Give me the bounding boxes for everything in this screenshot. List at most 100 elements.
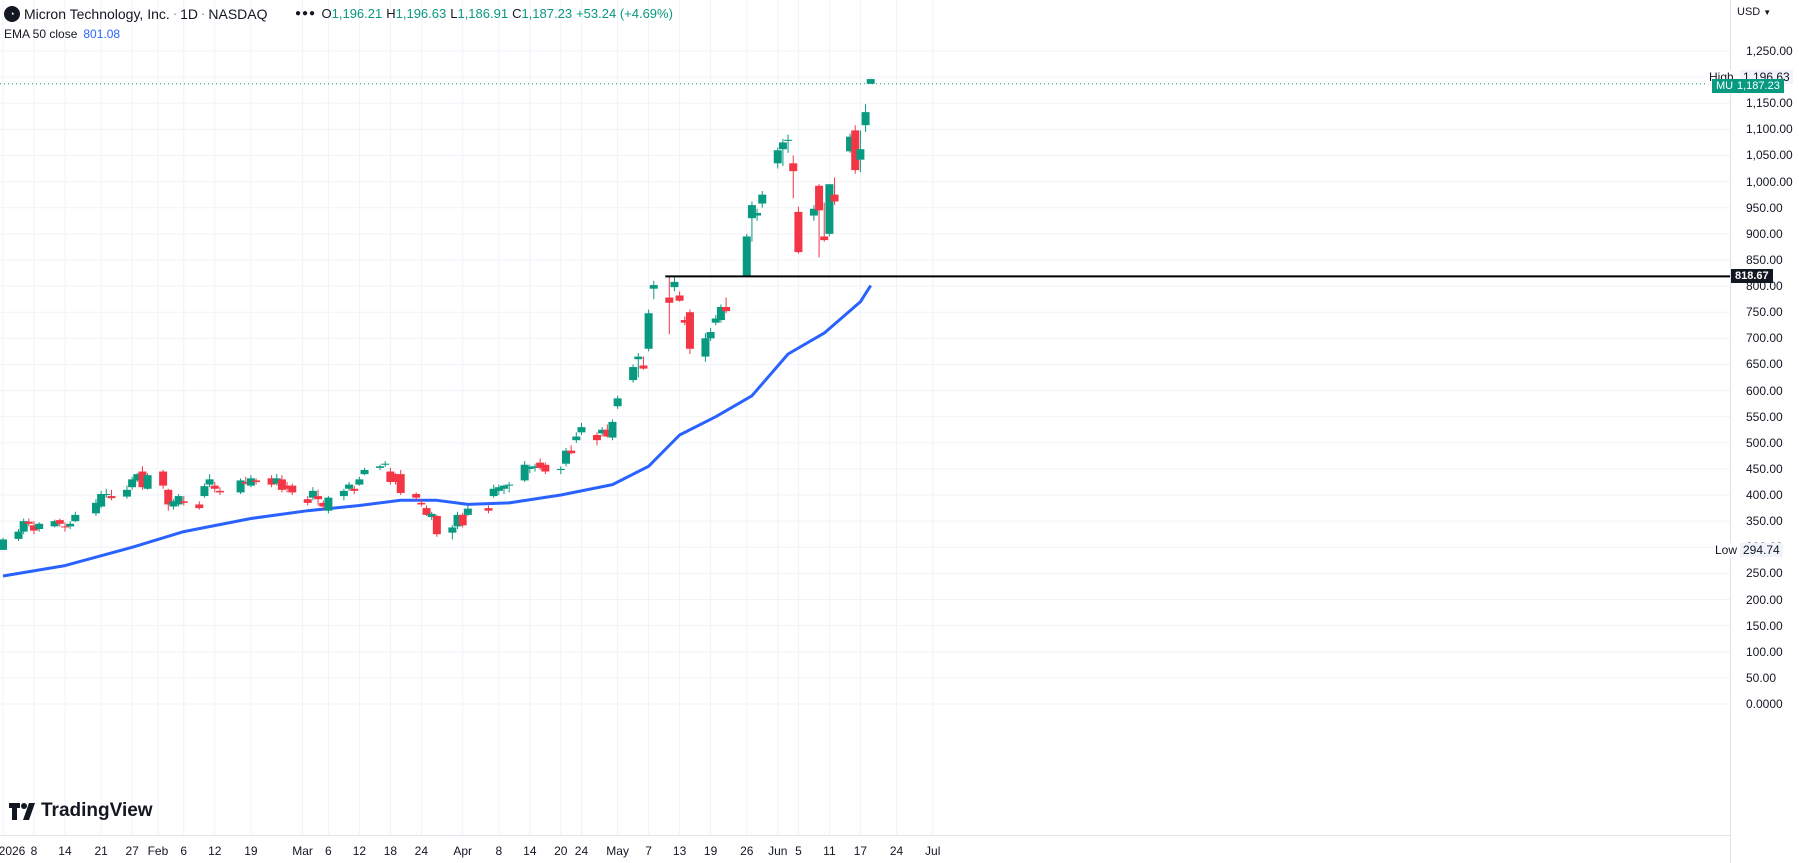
candle-body	[14, 531, 23, 539]
symbol-title[interactable]: Micron Technology, Inc.	[24, 6, 170, 22]
candle-body	[210, 485, 219, 489]
candle	[742, 233, 751, 277]
candle-body	[830, 194, 839, 202]
candle-body	[159, 471, 168, 486]
candle-body	[246, 478, 255, 486]
candle-body	[592, 434, 601, 441]
candle-body	[598, 429, 607, 434]
price-tick-label: 550.00	[1746, 409, 1783, 424]
candle	[386, 467, 395, 485]
candle-body	[179, 501, 188, 503]
candle	[427, 511, 436, 521]
candle	[809, 205, 818, 221]
candle-body	[376, 466, 385, 468]
candle	[541, 462, 550, 475]
candle-body	[283, 485, 292, 489]
candle	[391, 473, 400, 485]
interval-label[interactable]: 1D	[180, 6, 199, 22]
time-tick-label: 8	[495, 844, 503, 858]
candle	[711, 314, 720, 326]
candle-body	[701, 338, 710, 357]
time-tick-label: 5	[795, 844, 802, 858]
candle-body	[29, 525, 38, 531]
time-tick-label: 14	[523, 844, 537, 858]
candle	[376, 464, 385, 470]
candle	[29, 521, 38, 535]
more-options-icon[interactable]: ●●●	[294, 8, 317, 19]
candle	[458, 512, 467, 528]
time-tick-label: 21	[94, 844, 108, 858]
ohlc-value-h: 1,196.63	[395, 6, 447, 21]
candle	[789, 155, 798, 199]
candle-body	[706, 332, 715, 339]
candle	[716, 304, 725, 323]
candle	[350, 485, 359, 494]
candle	[246, 475, 255, 488]
price-tick-label: 1,250.00	[1746, 44, 1793, 58]
candle	[122, 485, 131, 499]
chart-legend: ◔ Micron Technology, Inc. · 1D · NASDAQ …	[4, 4, 673, 44]
indicator-row[interactable]: EMA 50 close 801.08	[4, 24, 673, 44]
price-chart[interactable]	[0, 0, 1730, 835]
price-tick-label: 1,050.00	[1746, 148, 1793, 163]
candle-body	[639, 365, 648, 369]
price-tick-label: 650.00	[1746, 357, 1783, 372]
candle	[685, 309, 694, 354]
ohlc-value-l: 1,186.91	[457, 6, 509, 21]
candle	[489, 484, 498, 498]
time-tick-label: 24	[574, 844, 589, 858]
candle-body	[794, 211, 803, 253]
candle-body	[556, 468, 565, 470]
price-tick-label: 1,000.00	[1746, 174, 1793, 189]
candle	[866, 78, 875, 84]
price-tick-label: 600.00	[1746, 383, 1783, 398]
candle-body	[422, 508, 431, 515]
candle-body	[670, 281, 679, 288]
candle-body	[866, 79, 875, 84]
price-tick-label: 500.00	[1746, 435, 1783, 450]
currency-button[interactable]: USD ▼	[1737, 6, 1772, 18]
candle-body	[345, 484, 354, 489]
candle-body	[205, 479, 214, 485]
tradingview-logo[interactable]: TradingView	[9, 800, 153, 822]
candle-body	[530, 466, 539, 468]
candle-body	[861, 112, 870, 126]
candle-body	[561, 450, 570, 464]
candle-body	[453, 514, 462, 527]
candle	[825, 184, 834, 237]
candle	[314, 489, 323, 506]
chart-pane[interactable]	[0, 0, 1730, 835]
symbol-logo-icon: ◔	[4, 6, 20, 22]
candle-body	[360, 469, 369, 475]
candle	[50, 519, 59, 528]
candle	[644, 309, 653, 352]
candle	[561, 448, 570, 467]
candle-body	[773, 150, 782, 164]
candle-body	[324, 497, 333, 511]
candle-body	[102, 493, 111, 496]
candle-body	[396, 474, 405, 493]
candle	[412, 492, 421, 501]
candle-body	[463, 508, 472, 515]
time-axis[interactable]: 2026 8 14 21 27 Feb 6 12 19 Mar 6 12 18 24 Apr 8 14 20 24 M…	[0, 835, 1730, 863]
ohlc-values: O1,196.21 H1,196.63 L1,186.91 C1,187.23	[318, 4, 573, 24]
candle-body	[355, 479, 364, 485]
candle-body	[107, 496, 116, 499]
candle	[133, 473, 142, 482]
candle-body	[613, 398, 622, 407]
candle-body	[629, 367, 638, 381]
candle	[179, 496, 188, 506]
candle	[861, 104, 870, 132]
candle	[174, 493, 183, 507]
candle-body	[603, 429, 612, 437]
candle	[505, 481, 514, 493]
candle-body	[758, 194, 767, 204]
candle	[856, 130, 865, 173]
last-price-tag: 1,187.23	[1733, 78, 1784, 93]
candle	[210, 481, 219, 493]
price-axis[interactable]: 1,250.001,200.001,150.001,100.001,050.00…	[1730, 0, 1799, 863]
candle-body	[267, 478, 276, 485]
candle-body	[350, 488, 359, 491]
candle	[484, 505, 493, 514]
candle-body	[505, 484, 514, 486]
